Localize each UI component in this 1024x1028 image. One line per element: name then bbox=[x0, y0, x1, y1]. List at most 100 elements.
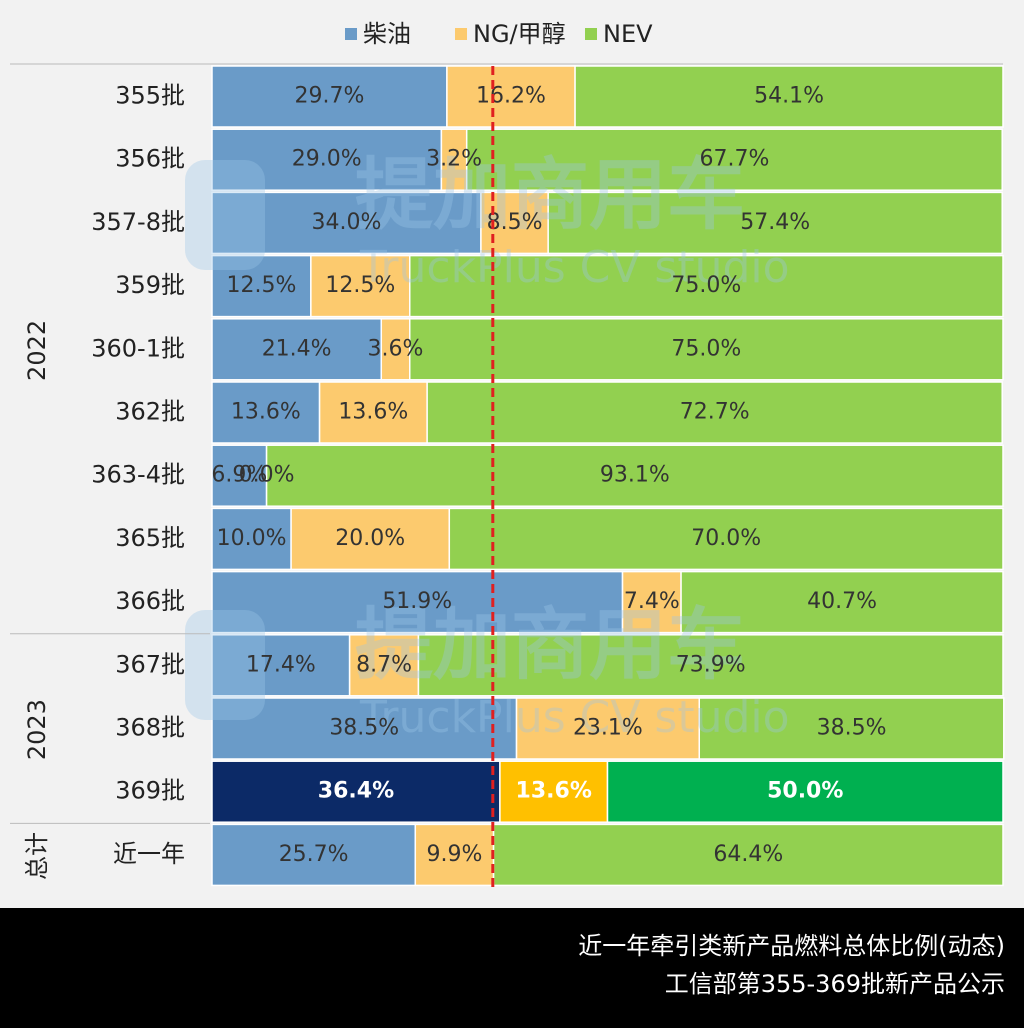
group-label: 2022 bbox=[23, 320, 51, 381]
bar-segment bbox=[380, 318, 411, 381]
watermark-logo bbox=[185, 610, 265, 720]
value-label: 54.1% bbox=[754, 84, 824, 109]
bar-segment bbox=[310, 254, 411, 318]
value-label: 0.0% bbox=[239, 463, 295, 488]
category-label: 359批 bbox=[115, 271, 185, 299]
value-label: 29.7% bbox=[295, 84, 365, 109]
bar-segment bbox=[606, 760, 1004, 823]
value-label: 75.0% bbox=[671, 273, 741, 298]
category-label: 367批 bbox=[115, 650, 185, 678]
value-label: 10.0% bbox=[217, 526, 287, 551]
value-label: 38.5% bbox=[817, 716, 887, 741]
bar-segment bbox=[211, 381, 321, 444]
value-label: 25.7% bbox=[279, 842, 349, 867]
value-label: 8.5% bbox=[487, 210, 543, 235]
bar-segment bbox=[211, 507, 292, 571]
bar-segment bbox=[448, 507, 1004, 571]
bar-segment bbox=[414, 823, 495, 887]
value-label: 16.2% bbox=[476, 84, 546, 109]
value-label: 40.7% bbox=[807, 589, 877, 614]
value-label: 13.6% bbox=[338, 400, 408, 425]
bar-segment bbox=[440, 128, 468, 191]
bar-segment bbox=[211, 697, 518, 760]
legend-label: NG/甲醇 bbox=[473, 20, 566, 48]
bar-segment bbox=[698, 697, 1005, 760]
value-label: 75.0% bbox=[671, 336, 741, 361]
bar-segment bbox=[547, 191, 1003, 255]
category-label: 362批 bbox=[115, 398, 185, 426]
legend-swatch bbox=[455, 28, 467, 40]
bar-segment bbox=[318, 381, 428, 444]
watermark-subtext: TruckPlus CV studio bbox=[359, 692, 790, 743]
value-label: 7.4% bbox=[624, 589, 680, 614]
value-label: 38.5% bbox=[329, 716, 399, 741]
value-label: 67.7% bbox=[700, 147, 770, 172]
legend-label: 柴油 bbox=[363, 20, 411, 48]
value-label: 8.7% bbox=[356, 652, 412, 677]
category-label: 355批 bbox=[115, 82, 185, 110]
bar-segment bbox=[211, 823, 417, 887]
value-label: 9.9% bbox=[426, 842, 482, 867]
bar-segment bbox=[515, 697, 701, 760]
value-label: 36.4% bbox=[318, 779, 394, 804]
value-label: 23.1% bbox=[573, 716, 643, 741]
bar-segment bbox=[409, 318, 1004, 381]
watermark-text: 提加商用车 bbox=[355, 150, 745, 240]
category-label: 369批 bbox=[115, 777, 185, 805]
category-label: 357-8批 bbox=[91, 208, 185, 236]
value-label: 73.9% bbox=[676, 652, 746, 677]
footer-line: 近一年牵引类新产品燃料总体比例(动态) bbox=[578, 932, 1005, 960]
legend-swatch bbox=[585, 28, 597, 40]
legend-swatch bbox=[345, 28, 357, 40]
value-label: 21.4% bbox=[262, 336, 332, 361]
bar-segment bbox=[211, 191, 482, 255]
bar-segment bbox=[574, 65, 1004, 128]
value-label: 34.0% bbox=[312, 210, 382, 235]
bar-segment bbox=[465, 128, 1003, 191]
bar-segment bbox=[417, 634, 1004, 697]
category-label: 360-1批 bbox=[91, 334, 185, 362]
category-label: 368批 bbox=[115, 714, 185, 742]
category-label: 363-4批 bbox=[91, 461, 185, 489]
bar-segment bbox=[290, 507, 451, 571]
bar-segment bbox=[409, 254, 1004, 318]
watermark-logo bbox=[185, 160, 265, 270]
bar-segment bbox=[211, 128, 443, 191]
group-label: 2023 bbox=[23, 699, 51, 760]
bar-segment bbox=[211, 760, 501, 823]
footer-line: 工信部第355-369批新产品公示 bbox=[665, 970, 1005, 998]
bar-segment bbox=[211, 65, 448, 128]
bars-layer bbox=[211, 65, 1005, 887]
value-label: 51.9% bbox=[382, 589, 452, 614]
value-label: 72.7% bbox=[680, 400, 750, 425]
watermark-text: 提加商用车 bbox=[355, 600, 745, 690]
value-label: 57.4% bbox=[740, 210, 810, 235]
category-label: 近一年 bbox=[113, 840, 185, 868]
group-label: 总计 bbox=[23, 832, 51, 880]
value-label: 3.6% bbox=[368, 336, 424, 361]
category-label: 365批 bbox=[115, 524, 185, 552]
labels-layer: 2022 2023 总计 355批 29.7% 16.2% 54.1% 356批 29.0% 3.… bbox=[10, 63, 1003, 880]
watermark-subtext: TruckPlus CV studio bbox=[359, 242, 790, 293]
value-label: 13.6% bbox=[516, 779, 592, 804]
value-label: 6.9% bbox=[211, 463, 267, 488]
bar-segment bbox=[621, 570, 682, 634]
value-label: 17.4% bbox=[246, 652, 316, 677]
value-label: 12.5% bbox=[226, 273, 296, 298]
bar-segment bbox=[211, 318, 383, 381]
value-label: 93.1% bbox=[600, 463, 670, 488]
bar-segment bbox=[446, 65, 576, 128]
value-label: 3.2% bbox=[426, 147, 482, 172]
bar-segment bbox=[680, 570, 1004, 634]
value-label: 70.0% bbox=[691, 526, 761, 551]
footer-background bbox=[0, 908, 1024, 1024]
value-label: 13.6% bbox=[231, 400, 301, 425]
legend-label: NEV bbox=[603, 20, 653, 48]
bar-segment bbox=[492, 823, 1004, 887]
category-label: 366批 bbox=[115, 587, 185, 615]
value-label: 64.4% bbox=[713, 842, 783, 867]
value-label: 20.0% bbox=[335, 526, 405, 551]
bar-segment bbox=[265, 444, 1004, 507]
